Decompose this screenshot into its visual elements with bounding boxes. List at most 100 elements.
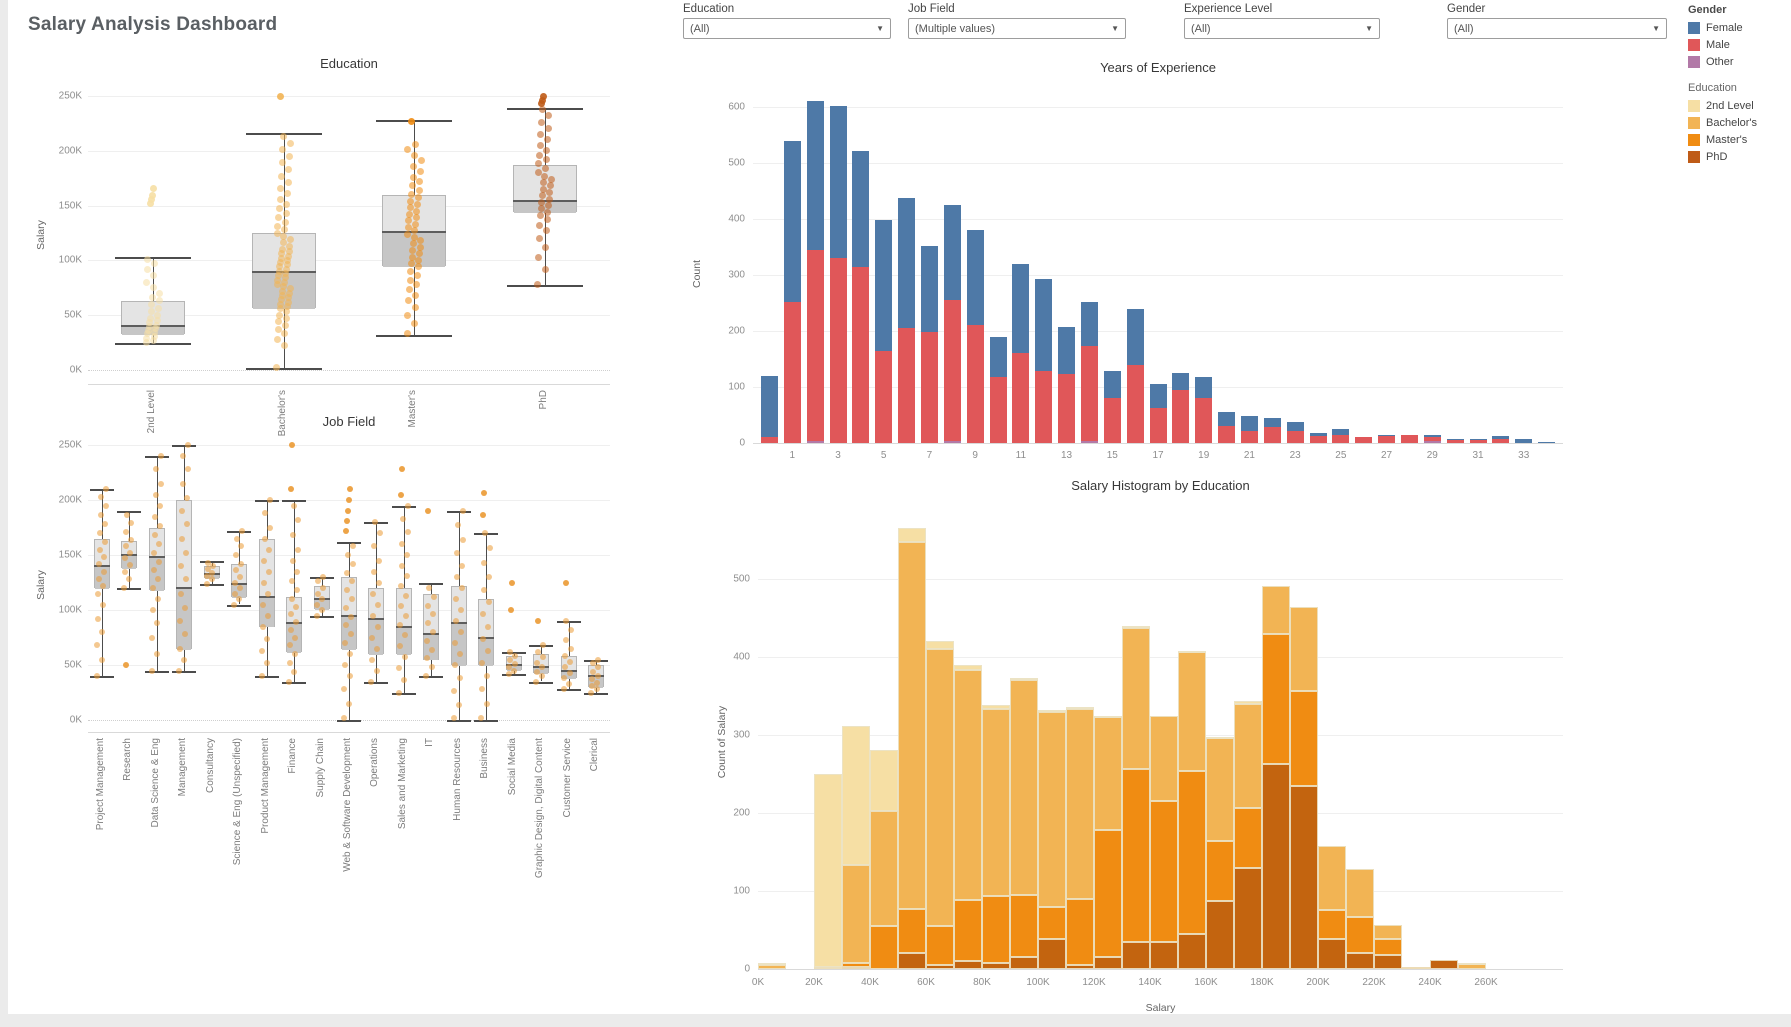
data-point[interactable] — [274, 276, 282, 284]
data-point[interactable] — [275, 267, 283, 275]
data-point[interactable] — [370, 568, 377, 575]
data-point[interactable] — [294, 568, 301, 575]
outlier-point[interactable] — [343, 527, 349, 534]
histogram-segment-phd[interactable] — [1430, 959, 1458, 969]
data-point[interactable] — [543, 147, 551, 155]
data-point[interactable] — [153, 466, 160, 473]
data-point[interactable] — [94, 615, 101, 622]
data-point[interactable] — [458, 585, 465, 591]
data-point[interactable] — [562, 636, 569, 643]
data-point[interactable] — [459, 536, 466, 543]
data-point[interactable] — [539, 185, 547, 193]
data-point[interactable] — [182, 576, 189, 583]
bar-segment-female[interactable] — [943, 205, 961, 301]
data-point[interactable] — [288, 596, 295, 602]
histogram-segment-bachelor-s[interactable] — [898, 542, 926, 909]
histogram-segment-phd[interactable] — [1010, 957, 1038, 969]
bar-segment-female[interactable] — [898, 198, 916, 329]
data-point[interactable] — [566, 669, 573, 676]
data-point[interactable] — [506, 664, 513, 671]
data-point[interactable] — [534, 253, 542, 261]
data-point[interactable] — [154, 596, 161, 602]
data-point[interactable] — [539, 664, 546, 671]
data-point[interactable] — [406, 204, 414, 212]
data-point[interactable] — [277, 254, 285, 262]
data-point[interactable] — [396, 665, 403, 672]
data-point[interactable] — [547, 175, 555, 183]
data-point[interactable] — [588, 689, 595, 696]
data-point[interactable] — [278, 296, 286, 304]
bar-segment-female[interactable] — [1240, 416, 1258, 431]
data-point[interactable] — [414, 263, 422, 271]
data-point[interactable] — [540, 642, 547, 649]
data-point[interactable] — [542, 156, 550, 164]
data-point[interactable] — [152, 321, 160, 329]
histogram-segment-phd[interactable] — [1234, 867, 1262, 969]
histogram-segment-master-s[interactable] — [842, 962, 870, 968]
data-point[interactable] — [275, 205, 283, 213]
data-point[interactable] — [156, 523, 163, 530]
data-point[interactable] — [375, 601, 382, 608]
data-point[interactable] — [534, 648, 541, 655]
data-point[interactable] — [233, 552, 240, 558]
histogram-segment-phd[interactable] — [1346, 953, 1374, 969]
data-point[interactable] — [539, 192, 547, 200]
data-point[interactable] — [150, 585, 157, 591]
data-point[interactable] — [411, 227, 419, 235]
category-label[interactable]: Human Resources — [451, 738, 463, 821]
data-point[interactable] — [287, 236, 295, 244]
data-point[interactable] — [183, 549, 190, 556]
bar-segment-male[interactable] — [1035, 371, 1053, 443]
data-point[interactable] — [276, 259, 284, 267]
data-point[interactable] — [405, 286, 413, 294]
bar-segment-female[interactable] — [1103, 371, 1121, 399]
data-point[interactable] — [485, 599, 492, 606]
histogram-segment-bachelor-s[interactable] — [758, 965, 786, 969]
histogram-segment-2nd-level[interactable] — [954, 664, 982, 671]
bar-segment-female[interactable] — [875, 220, 893, 351]
data-point[interactable] — [425, 602, 432, 609]
data-point[interactable] — [480, 587, 487, 594]
bar-segment-female[interactable] — [1378, 434, 1396, 437]
data-point[interactable] — [103, 486, 110, 492]
data-point[interactable] — [537, 130, 545, 138]
data-point[interactable] — [280, 342, 288, 350]
histogram-segment-master-s[interactable] — [870, 926, 898, 969]
outlier-point[interactable] — [397, 491, 404, 498]
data-point[interactable] — [415, 256, 423, 264]
histogram-segment-phd[interactable] — [1150, 941, 1178, 969]
data-point[interactable] — [282, 314, 290, 322]
data-point[interactable] — [588, 682, 595, 689]
data-point[interactable] — [536, 221, 544, 229]
bar-segment-female[interactable] — [1080, 301, 1098, 347]
data-point[interactable] — [121, 585, 128, 591]
data-point[interactable] — [275, 318, 283, 326]
data-point[interactable] — [457, 629, 464, 635]
data-point[interactable] — [283, 190, 291, 198]
data-point[interactable] — [405, 217, 413, 225]
bar-segment-male[interactable] — [1126, 364, 1144, 443]
data-point[interactable] — [589, 676, 596, 683]
histogram-segment-bachelor-s[interactable] — [1010, 680, 1038, 895]
histogram-segment-master-s[interactable] — [1122, 768, 1150, 942]
data-point[interactable] — [594, 679, 600, 686]
data-point[interactable] — [451, 662, 458, 668]
data-point[interactable] — [480, 611, 487, 618]
data-point[interactable] — [128, 520, 135, 527]
data-point[interactable] — [412, 220, 420, 228]
histogram-segment-2nd-level[interactable] — [814, 774, 842, 968]
outlier-point[interactable] — [146, 199, 154, 207]
data-point[interactable] — [369, 612, 376, 619]
data-point[interactable] — [371, 543, 378, 550]
category-label[interactable]: Graphic Design, Digital Content — [534, 738, 546, 879]
data-point[interactable] — [265, 590, 272, 597]
data-point[interactable] — [486, 545, 493, 552]
data-point[interactable] — [283, 201, 291, 208]
histogram-segment-phd[interactable] — [1262, 763, 1290, 969]
data-point[interactable] — [479, 635, 486, 642]
category-label[interactable]: Clerical — [589, 738, 601, 772]
data-point[interactable] — [236, 585, 243, 591]
bar-segment-male[interactable] — [829, 258, 847, 443]
histogram-segment-phd[interactable] — [842, 967, 870, 970]
data-point[interactable] — [283, 261, 291, 269]
